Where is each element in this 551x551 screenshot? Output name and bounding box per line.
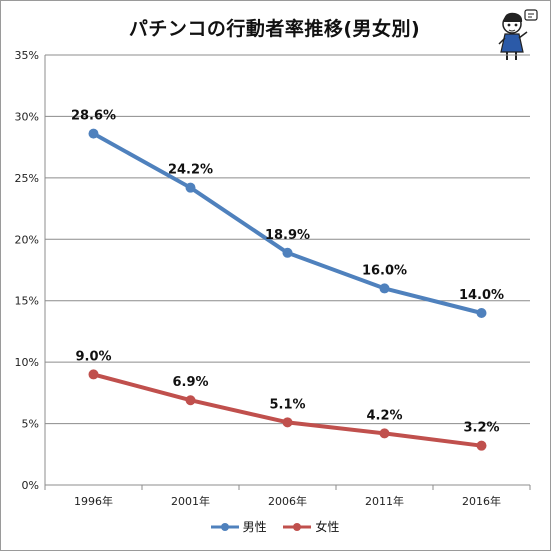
x-tick-label: 2016年 bbox=[462, 494, 501, 508]
y-tick-label: 10% bbox=[15, 356, 39, 369]
data-label: 14.0% bbox=[459, 288, 504, 303]
data-point bbox=[476, 440, 487, 451]
y-tick-label: 30% bbox=[15, 110, 39, 123]
legend-swatch-male bbox=[210, 522, 239, 531]
legend-item-female: 女性 bbox=[282, 518, 339, 535]
data-label: 5.1% bbox=[269, 397, 305, 412]
data-point bbox=[379, 283, 390, 294]
data-point bbox=[88, 128, 99, 139]
data-label: 6.9% bbox=[172, 375, 208, 390]
data-label: 4.2% bbox=[366, 408, 402, 423]
legend: 男性 女性 bbox=[0, 518, 549, 535]
data-label: 3.2% bbox=[463, 421, 499, 436]
y-tick-label: 35% bbox=[15, 49, 39, 62]
y-tick-label: 0% bbox=[22, 479, 39, 492]
data-point bbox=[88, 369, 99, 380]
x-tick-label: 2001年 bbox=[171, 494, 210, 508]
y-tick-label: 20% bbox=[15, 233, 39, 246]
data-label: 24.2% bbox=[168, 163, 213, 178]
data-label: 9.0% bbox=[75, 349, 111, 364]
chart-title: パチンコの行動者率推移(男女別) bbox=[128, 18, 421, 40]
data-point bbox=[282, 417, 293, 428]
legend-label-female: 女性 bbox=[315, 520, 340, 534]
series-line-male bbox=[91, 131, 484, 315]
data-point bbox=[379, 428, 390, 439]
data-point bbox=[185, 182, 196, 193]
data-point bbox=[476, 308, 487, 318]
y-tick-label: 5% bbox=[22, 418, 39, 431]
data-point bbox=[185, 395, 196, 406]
data-point bbox=[282, 247, 293, 258]
x-tick-label: 2006年 bbox=[268, 494, 307, 508]
data-label: 16.0% bbox=[362, 263, 407, 278]
x-tick-label: 2011年 bbox=[365, 494, 404, 508]
legend-swatch-female bbox=[283, 522, 312, 531]
data-label: 18.9% bbox=[265, 228, 310, 243]
x-tick-label: 1996年 bbox=[74, 494, 113, 508]
legend-label-male: 男性 bbox=[242, 520, 267, 534]
y-tick-label: 15% bbox=[15, 295, 39, 308]
legend-item-male: 男性 bbox=[210, 518, 267, 535]
data-label: 28.6% bbox=[71, 109, 116, 124]
girl-mascot-icon bbox=[498, 9, 538, 60]
y-tick-label: 25% bbox=[15, 172, 39, 185]
